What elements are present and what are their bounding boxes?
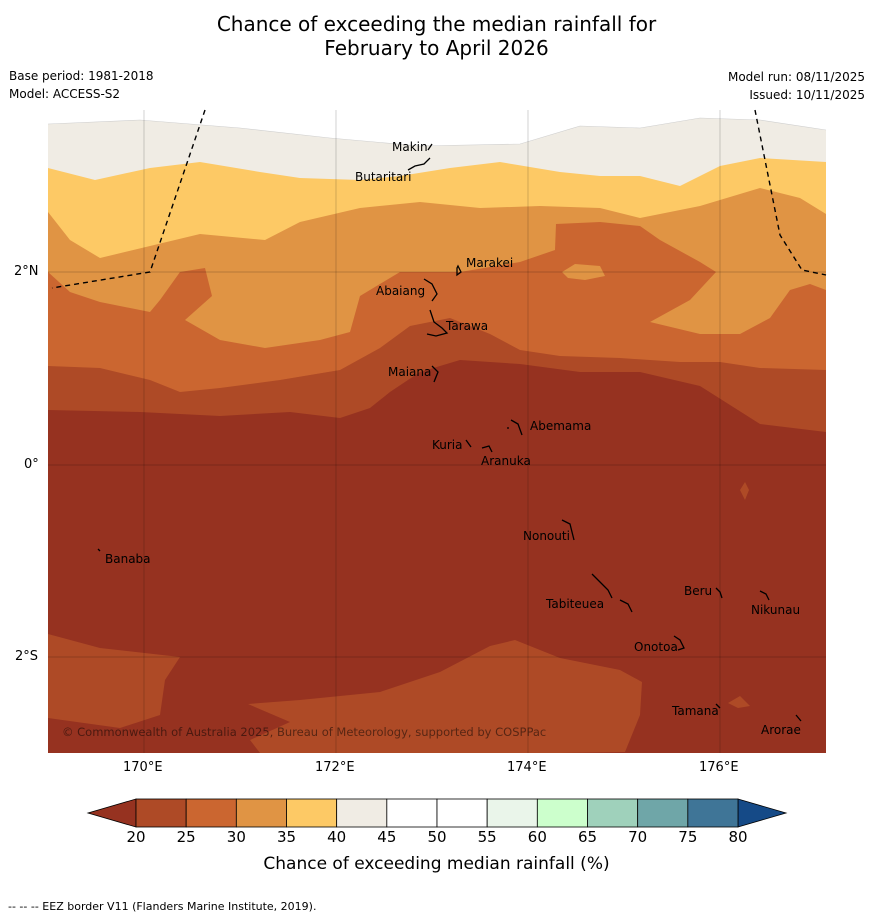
colorbar-label-30: 30 (226, 828, 246, 846)
label-nonouti: Nonouti (523, 529, 570, 543)
colorbar-bin-75-80 (687, 798, 739, 828)
eez-footnote: -- -- -- EEZ border V11 (Flanders Marine… (8, 900, 317, 913)
title-line-1: Chance of exceeding the median rainfall … (216, 12, 657, 36)
colorbar-label-55: 55 (477, 828, 497, 846)
colorbar-label-35: 35 (276, 828, 297, 846)
colorbar-label-40: 40 (327, 828, 347, 846)
lon-tick-172e: 172°E (315, 760, 355, 775)
label-abaiang: Abaiang (376, 284, 425, 298)
title-line-2: February to April 2026 (324, 36, 549, 60)
colorbar-label-60: 60 (527, 828, 547, 846)
place-labels: Makin Butaritari Marakei Abaiang Tarawa … (105, 140, 801, 737)
lon-tick-174e: 174°E (507, 760, 547, 775)
colorbar (86, 798, 788, 828)
island-nikunau (759, 590, 770, 601)
island-outlines (97, 143, 802, 722)
lat-tick-2s: 2°S (15, 649, 39, 664)
copyright-text: © Commonwealth of Australia 2025, Bureau… (62, 725, 546, 739)
contour-patch-east (740, 482, 749, 500)
lon-tick-170e: 170°E (123, 760, 163, 775)
label-beru: Beru (684, 584, 712, 598)
island-tabiteuea (591, 573, 633, 613)
colorbar-bin-55-60 (486, 798, 538, 828)
label-arorae: Arorae (761, 723, 801, 737)
island-nonouti (561, 519, 575, 541)
label-kuria: Kuria (432, 438, 463, 452)
colorbar-bin-70-75 (637, 798, 689, 828)
island-banaba (97, 548, 101, 552)
lat-tick-2n: 2°N (14, 264, 39, 279)
label-nikunau: Nikunau (751, 603, 800, 617)
colorbar-label-80: 80 (728, 828, 748, 846)
map-title: Chance of exceeding the median rainfall … (0, 12, 873, 60)
colorbar-title: Chance of exceeding median rainfall (%) (263, 854, 610, 874)
colorbar-label-25: 25 (176, 828, 196, 846)
colorbar-bin-40-45 (336, 798, 388, 828)
label-tabiteuea: Tabiteuea (545, 597, 604, 611)
label-onotoa: Onotoa (634, 640, 678, 654)
colorbar-bin-30-35 (235, 798, 287, 828)
colorbar-label-75: 75 (678, 828, 698, 846)
colorbar-bin-45-50 (386, 798, 438, 828)
colorbar-label-50: 50 (427, 828, 447, 846)
island-marakei (456, 264, 462, 277)
colorbar-bin-20-25 (135, 798, 187, 828)
issued-date: Issued: 10/11/2025 (749, 88, 865, 102)
contour-line-top (47, 117, 827, 147)
colorbar-label-70: 70 (628, 828, 648, 846)
colorbar-bin-60-65 (536, 798, 588, 828)
colorbar-bin-25-30 (185, 798, 237, 828)
label-maiana: Maiana (388, 365, 431, 379)
label-tarawa: Tarawa (445, 319, 488, 333)
map-contours (48, 110, 826, 753)
colorbar-bin-50-55 (436, 798, 488, 828)
island-butaritari (407, 157, 431, 171)
island-kuria (465, 439, 472, 448)
island-abemama (507, 419, 523, 436)
gridlines (48, 110, 826, 753)
model-name: Model: ACCESS-S2 (9, 87, 121, 101)
lat-tick-0: 0° (24, 457, 39, 472)
island-makin (427, 143, 433, 151)
colorbar-label-20: 20 (126, 828, 146, 846)
island-beru (715, 587, 723, 599)
label-banaba: Banaba (105, 552, 151, 566)
island-arorae (795, 714, 802, 722)
contour-below-20 (48, 360, 826, 753)
colorbar-label-45: 45 (377, 828, 397, 846)
contour-20-25-sw (48, 634, 180, 728)
island-tamana (715, 703, 721, 709)
label-makin: Makin (392, 140, 428, 154)
label-marakei: Marakei (466, 256, 513, 270)
model-run: Model run: 08/11/2025 (727, 70, 865, 84)
island-abaiang (423, 278, 438, 302)
label-aranuka: Aranuka (481, 454, 531, 468)
island-aranuka (481, 445, 493, 453)
base-period: Base period: 1981-2018 (9, 69, 154, 83)
colorbar-over-arrow (737, 798, 788, 828)
contour-patch-tamana (728, 696, 750, 708)
island-tarawa (426, 309, 449, 337)
label-abemama: Abemama (530, 419, 591, 433)
lon-tick-176e: 176°E (699, 760, 739, 775)
island-onotoa (673, 635, 685, 651)
colorbar-bin-65-70 (587, 798, 639, 828)
colorbar-label-65: 65 (577, 828, 598, 846)
island-maiana (431, 365, 439, 383)
colorbar-bin-35-40 (286, 798, 338, 828)
contour-20-25-s (248, 640, 642, 753)
colorbar-under-arrow (86, 798, 137, 828)
label-butaritari: Butaritari (355, 170, 412, 184)
label-tamana: Tamana (671, 704, 719, 718)
eez-borders (51, 109, 827, 289)
